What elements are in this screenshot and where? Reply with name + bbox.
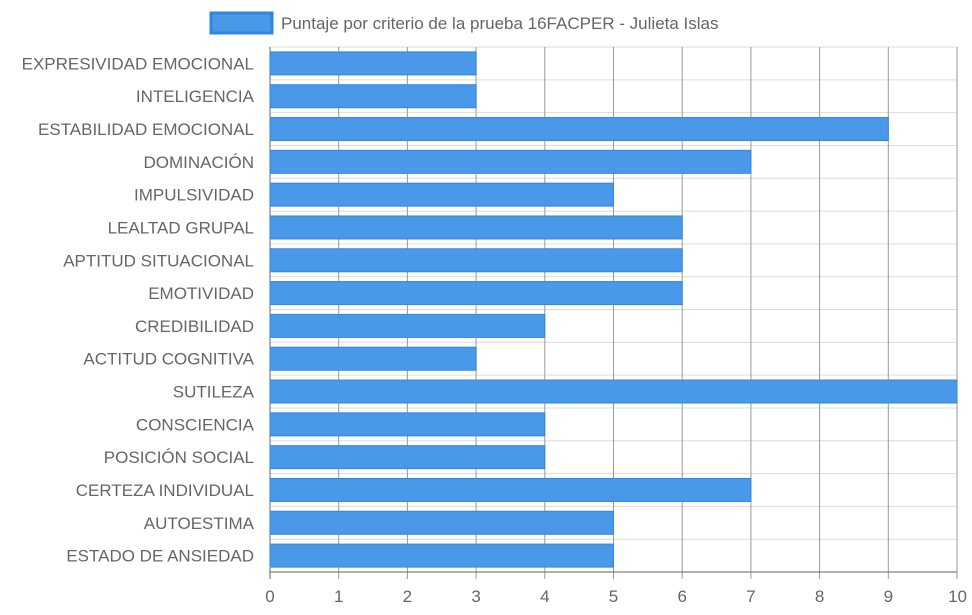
legend-label: Puntaje por criterio de la prueba 16FACP… <box>281 14 719 33</box>
category-label: ESTADO DE ANSIEDAD <box>66 547 254 566</box>
legend[interactable]: Puntaje por criterio de la prueba 16FACP… <box>209 11 719 35</box>
category-label: APTITUD SITUACIONAL <box>63 251 254 270</box>
legend-swatch <box>209 11 274 35</box>
bar <box>269 477 752 502</box>
category-label: EMOTIVIDAD <box>148 284 254 303</box>
x-tick-label: 7 <box>746 587 755 606</box>
category-label: INTELIGENCIA <box>136 87 255 106</box>
x-tick-label: 10 <box>948 587 967 606</box>
category-label: IMPULSIVIDAD <box>134 186 254 205</box>
category-labels: EXPRESIVIDAD EMOCIONAL INTELIGENCIA ESTABI… <box>22 54 255 565</box>
bar <box>269 281 683 306</box>
bar <box>269 117 889 142</box>
bar <box>269 346 477 371</box>
category-label: ACTITUD COGNITIVA <box>83 350 254 369</box>
x-tick-label: 1 <box>334 587 343 606</box>
bar <box>269 445 546 470</box>
category-label: POSICIÓN SOCIAL <box>104 448 254 467</box>
bar <box>269 149 752 174</box>
category-label: CERTEZA INDIVIDUAL <box>76 481 254 500</box>
category-label: SUTILEZA <box>173 383 255 402</box>
x-tick-label: 2 <box>403 587 412 606</box>
bar <box>269 51 477 76</box>
bar <box>269 313 546 338</box>
category-label: EXPRESIVIDAD EMOCIONAL <box>22 54 254 73</box>
category-label: CONSCIENCIA <box>136 415 255 434</box>
bar <box>269 543 614 568</box>
category-label: AUTOESTIMA <box>144 514 255 533</box>
x-tick-label: 5 <box>609 587 618 606</box>
x-tick-label: 8 <box>815 587 824 606</box>
category-label: DOMINACIÓN <box>144 153 255 172</box>
category-label: ESTABILIDAD EMOCIONAL <box>38 120 254 139</box>
bar <box>269 215 683 240</box>
x-tick-labels: 0 1 2 3 4 5 6 7 8 9 10 <box>265 587 967 606</box>
category-label: LEALTAD GRUPAL <box>108 218 254 237</box>
x-tick-label: 4 <box>540 587 549 606</box>
bar <box>269 182 614 207</box>
category-label: CREDIBILIDAD <box>135 317 254 336</box>
bar <box>269 84 477 109</box>
bars <box>269 51 958 568</box>
bar <box>269 412 546 437</box>
bar <box>269 248 683 273</box>
x-tick-label: 6 <box>677 587 686 606</box>
x-tick-label: 9 <box>884 587 893 606</box>
bar <box>269 379 958 404</box>
x-tick-label: 3 <box>471 587 480 606</box>
x-tick-label: 0 <box>265 587 274 606</box>
bar <box>269 510 614 535</box>
